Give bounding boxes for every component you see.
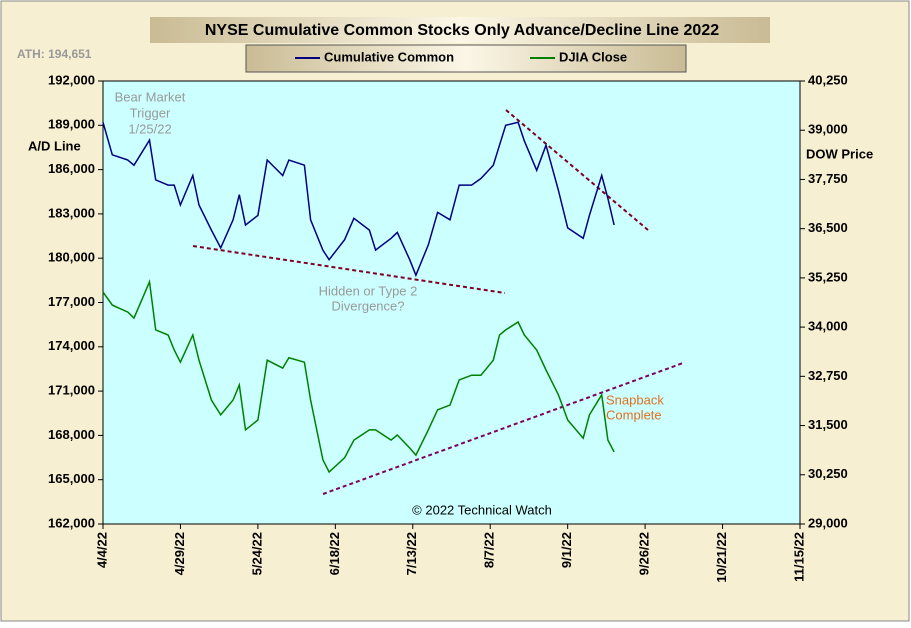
x-tick-label: 11/15/22 xyxy=(791,532,806,582)
bear-note: Bear Market Trigger 1/25/22 Hidden or Ty… xyxy=(115,89,418,313)
x-tick-label: 4/4/22 xyxy=(94,532,109,568)
y-axis-label: A/D Line xyxy=(28,138,81,153)
y-tick-label: 171,000 xyxy=(48,383,95,398)
trend-line xyxy=(322,362,684,495)
series-line xyxy=(102,278,615,474)
y-tick-label: 168,000 xyxy=(48,427,95,442)
annotation: 1/25/22 xyxy=(128,121,171,136)
chart-title: NYSE Cumulative Common Stocks Only Advan… xyxy=(205,22,719,39)
y2-tick-label: 29,000 xyxy=(808,515,848,530)
y-tick-label: 189,000 xyxy=(48,117,95,132)
annotation: Bear Market xyxy=(115,89,186,104)
x-tick-label: 10/21/22 xyxy=(714,532,729,583)
x-tick-label: 5/24/22 xyxy=(249,532,264,575)
y-tick-label: 162,000 xyxy=(48,515,95,530)
y2-tick-label: 40,250 xyxy=(808,72,848,87)
y-tick-label: 165,000 xyxy=(48,471,95,486)
plot-area xyxy=(102,80,801,525)
x-tick-label: 7/13/22 xyxy=(404,532,419,575)
annotation: Snapback xyxy=(606,392,664,407)
y-tick-label: 174,000 xyxy=(48,338,95,353)
y-tick-label: 180,000 xyxy=(48,250,95,265)
x-tick-label: 9/1/22 xyxy=(559,532,574,568)
y2-tick-label: 37,750 xyxy=(808,171,848,186)
ath-note: ATH: 194,651 xyxy=(17,47,92,61)
trend-lines xyxy=(192,109,684,495)
y2-tick-label: 34,000 xyxy=(808,319,848,334)
y2-tick-label: 36,500 xyxy=(808,220,848,235)
title-box xyxy=(150,17,770,43)
annotation: Trigger xyxy=(130,105,171,120)
y2-tick-label: 35,250 xyxy=(808,269,848,284)
x-tick-label: 4/29/22 xyxy=(172,532,187,575)
y-tick-label: 177,000 xyxy=(48,294,95,309)
x-tick-label: 6/18/22 xyxy=(327,532,342,575)
x-tick-label: 9/26/22 xyxy=(637,532,652,575)
trend-line xyxy=(192,245,506,294)
x-tick-label: 8/7/22 xyxy=(482,532,497,568)
series-line xyxy=(102,121,615,278)
y-tick-label: 183,000 xyxy=(48,205,95,220)
annotation: Divergence? xyxy=(332,298,405,313)
y-tick-label: 186,000 xyxy=(48,161,95,176)
y2-tick-label: 30,250 xyxy=(808,466,848,481)
legend-label: DJIA Close xyxy=(559,49,627,64)
y2-tick-label: 39,000 xyxy=(808,122,848,137)
annotation: Complete xyxy=(606,407,662,422)
y2-tick-label: 31,500 xyxy=(808,417,848,432)
y2-axis-label: DOW Price xyxy=(806,146,873,161)
y-tick-label: 192,000 xyxy=(48,72,95,87)
y2-tick-label: 32,750 xyxy=(808,368,848,383)
credit: © 2022 Technical Watch xyxy=(412,502,552,517)
legend-label: Cumulative Common xyxy=(324,49,454,64)
trend-line xyxy=(505,109,649,231)
annotation: Hidden or Type 2 xyxy=(319,283,418,298)
